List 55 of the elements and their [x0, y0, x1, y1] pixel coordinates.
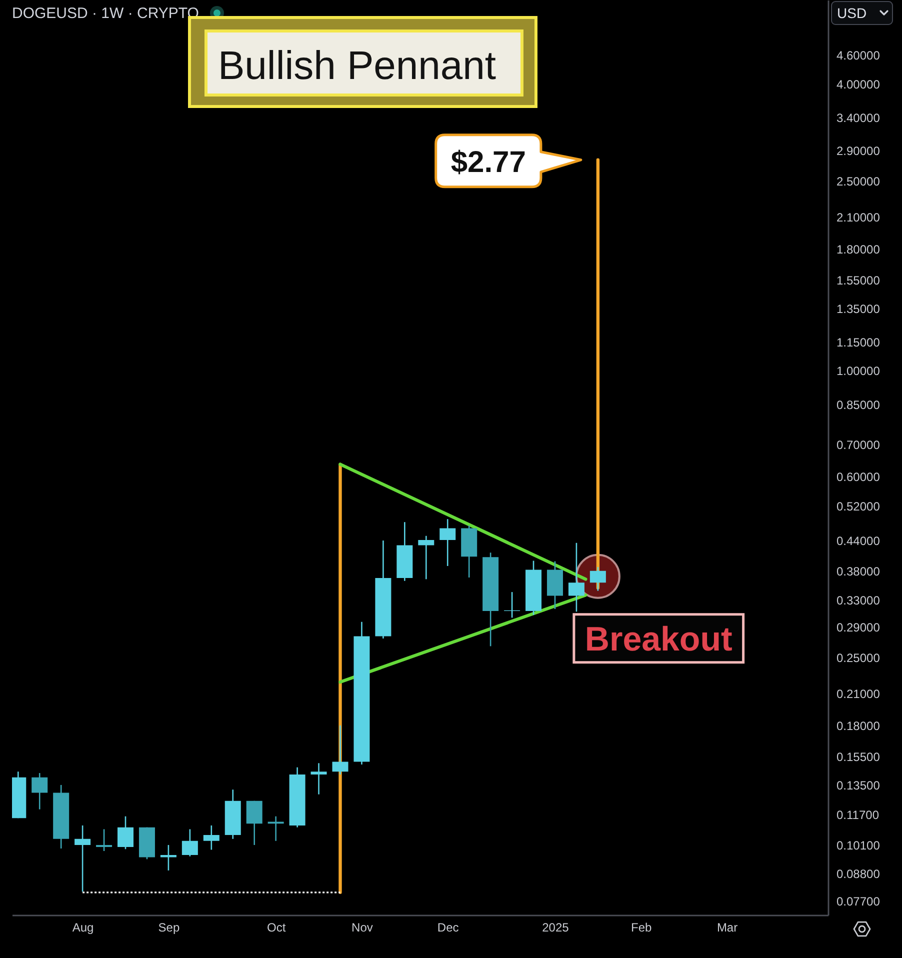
- y-tick-label: 0.13500: [836, 778, 880, 792]
- y-tick-label: 0.07700: [836, 894, 880, 909]
- y-tick-label: 0.21000: [836, 687, 880, 702]
- y-tick-label: 2.10000: [836, 210, 880, 225]
- candlestick: [96, 828, 112, 852]
- candlestick: [310, 762, 327, 796]
- y-tick-label: 0.60000: [836, 470, 880, 484]
- candlestick: [32, 772, 48, 810]
- y-tick-label: 1.00000: [836, 364, 880, 378]
- y-tick-label: 0.44000: [836, 534, 880, 548]
- x-tick-label: 2025: [542, 920, 570, 934]
- x-tick-label: Feb: [631, 920, 652, 934]
- candlestick: [418, 535, 434, 580]
- y-tick-label: 0.29000: [836, 620, 880, 634]
- candlestick: [440, 518, 456, 567]
- x-tick-label: Aug: [72, 920, 94, 934]
- y-tick-label: 1.55000: [836, 274, 880, 288]
- y-tick-label: 0.25000: [836, 650, 880, 665]
- x-tick-label: Dec: [437, 920, 459, 934]
- annotation: $2.77: [450, 146, 526, 179]
- candlestick: [182, 828, 198, 857]
- y-axis-title: USD: [837, 5, 867, 21]
- y-tick-label: 0.38000: [836, 564, 880, 578]
- y-tick-label: 2.50000: [836, 174, 880, 189]
- y-tick-label: 4.60000: [836, 48, 880, 62]
- candlestick: [118, 816, 134, 850]
- y-tick-label: 0.10100: [836, 838, 880, 852]
- y-tick-label: 0.18000: [836, 718, 880, 733]
- annotation: Breakout: [584, 620, 732, 658]
- candlestick: [246, 800, 262, 846]
- y-tick-label: 0.11700: [836, 808, 880, 822]
- candlestick: [74, 824, 91, 892]
- y-tick-label: 0.15500: [836, 750, 880, 764]
- y-tick-label: 2.90000: [836, 144, 880, 158]
- y-tick-label: 0.33000: [836, 594, 880, 608]
- y-tick-label: 3.40000: [836, 111, 880, 126]
- x-tick-label: Nov: [352, 920, 373, 934]
- candlestick: [568, 542, 584, 612]
- y-tick-label: 0.85000: [836, 398, 880, 412]
- x-tick-label: Oct: [266, 920, 286, 934]
- y-tick-label: 1.35000: [836, 302, 880, 316]
- chart-subtitle: DOGEUSD · 1W · CRYPTO: [12, 5, 199, 22]
- x-tick-label: Sep: [158, 920, 180, 934]
- y-tick-label: 1.80000: [836, 242, 880, 257]
- y-tick-label: 4.00000: [836, 77, 880, 92]
- candlestick: [160, 844, 176, 872]
- candlestick: [332, 724, 348, 776]
- y-tick-label: 0.08800: [836, 866, 880, 881]
- candlestick: [590, 566, 606, 592]
- text: Bullish Pennant: [218, 44, 496, 88]
- y-tick-label: 0.70000: [836, 438, 880, 452]
- x-tick-label: Mar: [716, 920, 738, 934]
- y-tick-label: 1.15000: [836, 335, 880, 350]
- candlestick: [203, 824, 220, 850]
- y-tick-label: 0.52000: [836, 499, 880, 514]
